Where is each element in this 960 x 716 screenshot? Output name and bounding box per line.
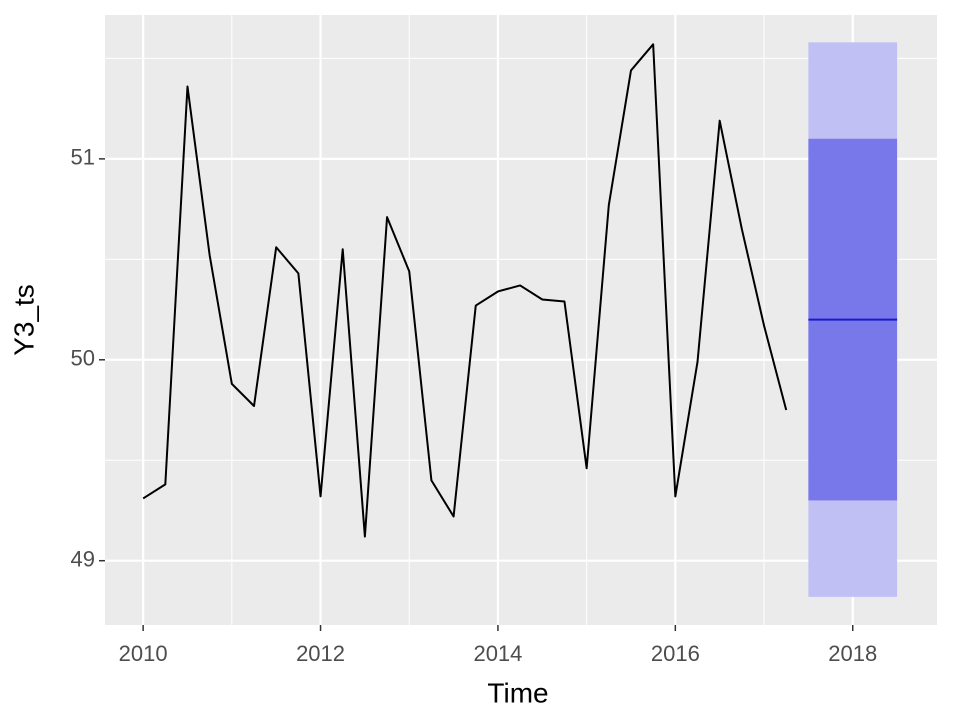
x-tick-label: 2010 (119, 641, 168, 666)
x-tick-label: 2014 (473, 641, 522, 666)
y-tick-label: 51 (71, 145, 95, 170)
y-tick-label: 49 (71, 547, 95, 572)
y-tick-label: 50 (71, 346, 95, 371)
x-axis-title: Time (487, 677, 548, 708)
series-line (142, 43, 788, 538)
x-tick-label: 2012 (296, 641, 345, 666)
y-axis-title: Y3_ts (8, 284, 39, 356)
plot-background (105, 15, 937, 625)
x-tick-label: 2016 (651, 641, 700, 666)
x-tick-label: 2018 (828, 641, 877, 666)
